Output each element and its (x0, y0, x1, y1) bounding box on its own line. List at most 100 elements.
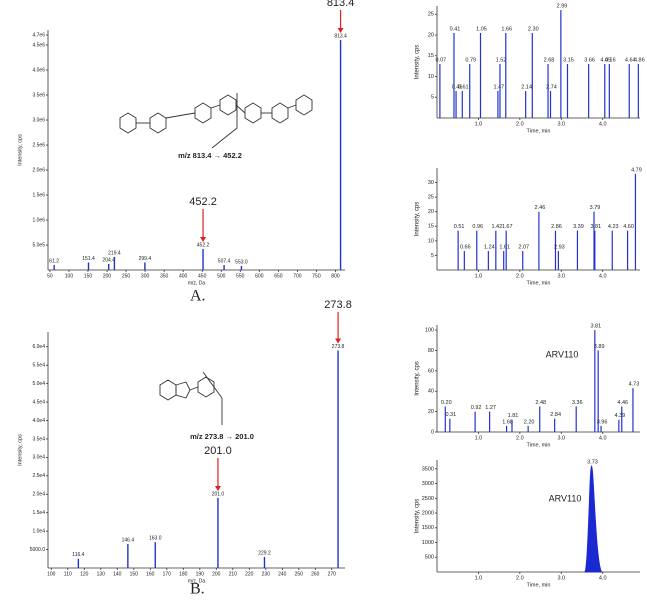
peak-label: 1.67 (502, 224, 513, 230)
x-tick-label: 3.0 (557, 273, 565, 279)
x-tick-label: 270 (328, 571, 337, 577)
peak-label: 3.39 (573, 224, 584, 230)
peak-label: 3.81 (590, 224, 601, 230)
y-tick-label: 3.0e6 (32, 117, 45, 123)
y-tick-label: 2.5e6 (32, 142, 45, 148)
y-tick-label: 3.5e4 (32, 436, 45, 442)
x-tick-label: 240 (278, 571, 287, 577)
y-tick-label: 5 (431, 95, 434, 101)
peak-label: 3.81 (590, 324, 601, 330)
y-axis-label: Intensity, cps (415, 202, 421, 237)
panel-label: A. (190, 288, 206, 305)
y-tick-label: 60 (428, 368, 434, 374)
x-tick-label: 120 (80, 571, 89, 577)
x-tick-label: 200 (103, 273, 112, 279)
y-tick-label: 30 (428, 180, 434, 186)
peak-label: 4.79 (631, 167, 642, 173)
y-tick-label: 25 (428, 195, 434, 201)
y-tick-label: 3.5e6 (32, 92, 45, 98)
peak-label: 163.0 (149, 536, 162, 542)
x-tick-label: 190 (196, 571, 205, 577)
peak-label: 299.4 (139, 256, 152, 262)
peak-label: 553.0 (235, 259, 248, 265)
y-tick-label: 500 (425, 555, 434, 561)
peak-label: 1.61 (499, 245, 510, 251)
peak-label: 2.86 (551, 224, 562, 230)
y-tick-label: 4.0e6 (32, 67, 45, 73)
y-tick-label: 1.0e6 (32, 217, 45, 223)
x-tick-label: 650 (274, 273, 283, 279)
x-tick-label: 140 (113, 571, 122, 577)
y-tick-label: 2500 (422, 496, 434, 502)
peak-label: 0.66 (460, 245, 471, 251)
x-tick-label: 400 (179, 273, 188, 279)
peak-label: 0.79 (465, 58, 476, 64)
arrow-head (200, 237, 207, 242)
x-tick-label: 4.0 (599, 575, 607, 581)
x-axis-label: Time, min (527, 280, 551, 286)
peak-label: 116.4 (72, 552, 84, 558)
peak-label: 1.66 (501, 26, 512, 32)
structure-a (119, 93, 313, 149)
peak-label: 813.4 (334, 33, 347, 39)
y-tick-label: 1.5e4 (32, 510, 45, 516)
peak-label: 1.42 (491, 224, 502, 230)
y-tick-label: 5000.0 (30, 547, 46, 553)
x-axis-label: Time, min (527, 442, 551, 448)
peak-label: 4.46 (617, 400, 628, 406)
y-tick-label: 80 (428, 348, 434, 354)
x-tick-label: 250 (122, 273, 131, 279)
peak-label: 0.92 (471, 405, 482, 411)
peak-label: 146.4 (122, 537, 135, 543)
y-tick-label: 2.5e4 (32, 473, 45, 479)
x-tick-label: 4.0 (599, 273, 607, 279)
y-tick-label: 6.0e4 (32, 344, 45, 350)
peak-label: 2.14 (521, 84, 532, 90)
y-tick-label: 3500 (422, 466, 434, 472)
structure-b (159, 371, 223, 425)
x-tick-label: 300 (141, 273, 150, 279)
annotation: m/z 813.4 → 452.2 (178, 151, 242, 160)
y-tick-label: 20 (428, 209, 434, 215)
x-tick-label: 3.0 (557, 121, 565, 127)
peak-label: 1.52 (496, 58, 507, 64)
peak-label: 4.60 (623, 224, 634, 230)
y-tick-label: 4.5e6 (32, 42, 45, 48)
x-tick-label: 450 (198, 273, 207, 279)
x-tick-label: 230 (262, 571, 271, 577)
y-tick-label: 2000 (422, 511, 434, 517)
x-tick-label: 1.0 (475, 121, 483, 127)
peak-label: 2.46 (535, 205, 546, 211)
annotation: ARV110 (546, 349, 579, 359)
y-tick-label: 0 (431, 429, 434, 435)
y-axis-label: Intensity, cps (415, 361, 421, 396)
peak-label: 2.30 (528, 26, 539, 32)
peak-label: 2.68 (544, 58, 555, 64)
x-tick-label: 1.0 (475, 575, 483, 581)
peak-label: 3.15 (563, 58, 574, 64)
x-tick-label: 100 (47, 571, 56, 577)
peak-label: 0.46 (452, 84, 463, 90)
y-tick-label: 25 (428, 12, 434, 18)
peak-label: 201.0 (212, 491, 225, 497)
y-tick-label: 1.5e6 (32, 192, 45, 198)
annotation: m/z 273.8 → 201.0 (190, 432, 254, 441)
x-tick-label: 130 (97, 571, 106, 577)
x-tick-label: 100 (65, 273, 74, 279)
peak-label: 2.48 (535, 400, 546, 406)
peak-label: 151.4 (82, 256, 95, 262)
peak-label: 3.79 (590, 205, 601, 211)
x-tick-label: 200 (212, 571, 221, 577)
x-axis-label: m/z, Da (188, 280, 205, 286)
peak-label: 229.2 (258, 550, 271, 556)
peak-label: 1.47 (494, 84, 505, 90)
x-tick-label: 220 (245, 571, 254, 577)
y-tick-label: 2.0e6 (32, 167, 45, 173)
peak-label: 4.64 (625, 58, 636, 64)
arrow-head (214, 485, 221, 491)
y-tick-label: 15 (428, 224, 434, 230)
y-axis-label: Intensity, cps (415, 45, 421, 80)
y-tick-label: 3.0e4 (32, 455, 45, 461)
x-tick-label: 750 (312, 273, 321, 279)
peak-label: 4.23 (608, 224, 619, 230)
